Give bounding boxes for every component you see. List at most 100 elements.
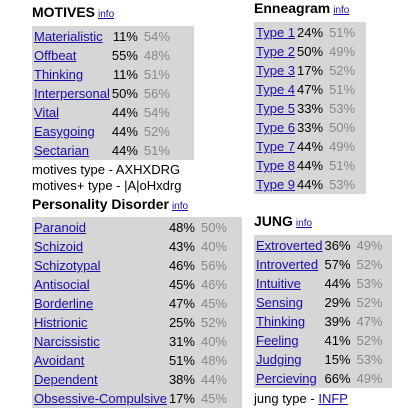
personality-average: 48% [200, 353, 227, 368]
jung-type-link[interactable]: INFP [318, 391, 348, 406]
motives-link-thinking[interactable]: Thinking [34, 67, 84, 82]
motives-average: 54% [143, 29, 170, 44]
motives-link-vital[interactable]: Vital [34, 105, 60, 120]
motives-link-offbeat[interactable]: Offbeat [34, 48, 77, 63]
jung-link-intuitive[interactable]: Intuitive [256, 276, 301, 291]
enneagram-link-type-3[interactable]: Type 3 [256, 63, 296, 78]
personality-average: 44% [200, 372, 227, 387]
jung-row: Judging 15% 53% [254, 350, 383, 369]
personality-link-paranoid[interactable]: Paranoid [34, 220, 87, 235]
motives-value: 11% [112, 67, 138, 82]
personality-info-link[interactable]: info [171, 201, 189, 212]
jung-header: JUNG info [254, 213, 392, 232]
motives-link-easygoing[interactable]: Easygoing [34, 124, 95, 139]
enneagram-value: 24% [297, 25, 324, 40]
jung-value: 41% [324, 333, 351, 348]
motives-average: 51% [143, 143, 170, 158]
motives-value: 44% [111, 143, 138, 158]
enneagram-link-type-1[interactable]: Type 1 [256, 25, 296, 40]
jung-section: JUNG info Extroverted 36% 49% Introverted 57%… [254, 213, 392, 407]
personality-link-schizotypal[interactable]: Schizotypal [34, 258, 101, 273]
jung-type-prefix: jung type - [254, 391, 319, 406]
motives-link-interpersonal[interactable]: Interpersonal [34, 86, 110, 101]
personality-value: 48% [168, 220, 195, 235]
jung-link-introverted[interactable]: Introverted [256, 257, 319, 272]
jung-link-feeling[interactable]: Feeling [256, 333, 299, 348]
personality-row: Narcissistic 31% 40% [32, 332, 227, 351]
enneagram-row: Type 2 50% 49% [254, 42, 355, 61]
enneagram-average: 49% [329, 139, 356, 154]
motives-info-link[interactable]: info [98, 9, 115, 20]
personality-row: Dependent 38% 44% [32, 370, 227, 389]
personality-row: Schizoid 43% 40% [32, 237, 227, 256]
jung-value: 29% [324, 295, 351, 310]
enneagram-link-type-4[interactable]: Type 4 [256, 82, 296, 97]
enneagram-value: 44% [297, 139, 324, 154]
motives-value: 55% [111, 48, 138, 63]
jung-link-extroverted[interactable]: Extroverted [256, 238, 323, 253]
personality-link-avoidant[interactable]: Avoidant [34, 353, 85, 368]
personality-table: Paranoid 48% 50% Schizoid 43% 40% Schizotypal 4… [32, 218, 227, 408]
jung-row: Sensing 29% 52% [254, 293, 383, 312]
enneagram-average: 51% [329, 158, 356, 173]
enneagram-row: Type 1 24% 51% [254, 23, 355, 42]
enneagram-info-link[interactable]: info [333, 5, 350, 16]
enneagram-average: 49% [329, 44, 356, 59]
enneagram-link-type-6[interactable]: Type 6 [256, 120, 296, 135]
motives-average: 51% [143, 67, 170, 82]
enneagram-row: Type 5 33% 53% [254, 99, 355, 118]
personality-row: Paranoid 48% 50% [32, 218, 227, 237]
enneagram-link-type-8[interactable]: Type 8 [256, 158, 296, 173]
personality-link-borderline[interactable]: Borderline [34, 296, 94, 311]
jung-row: Percieving 66% 49% [254, 369, 383, 388]
personality-value: 17% [168, 391, 195, 406]
motives-link-materialistic[interactable]: Materialistic [34, 29, 103, 44]
personality-value: 45% [168, 277, 195, 292]
jung-link-thinking[interactable]: Thinking [256, 314, 306, 329]
enneagram-average: 51% [329, 25, 356, 40]
personality-link-antisocial[interactable]: Antisocial [34, 277, 90, 292]
jung-link-sensing[interactable]: Sensing [256, 295, 303, 310]
motives-link-sectarian[interactable]: Sectarian [34, 143, 89, 158]
jung-value: 36% [324, 238, 351, 253]
personality-value: 38% [168, 372, 195, 387]
jung-average: 53% [356, 276, 383, 291]
jung-row: Intuitive 44% 53% [254, 274, 383, 293]
jung-value: 66% [324, 371, 351, 386]
motives-value: 11% [112, 29, 138, 44]
enneagram-average: 51% [329, 82, 356, 97]
enneagram-row: Type 7 44% 49% [254, 137, 355, 156]
motives-average: 52% [143, 124, 170, 139]
personality-link-obsessive-compulsive[interactable]: Obsessive-Compulsive [34, 391, 167, 406]
enneagram-header: Enneagram info [254, 0, 366, 19]
motives-table: Materialistic 11% 54% Offbeat 55% 48% Thinking… [32, 27, 170, 160]
personality-link-schizoid[interactable]: Schizoid [34, 239, 84, 254]
personality-link-histrionic[interactable]: Histrionic [34, 315, 88, 330]
jung-row: Introverted 57% 52% [254, 255, 383, 274]
enneagram-link-type-5[interactable]: Type 5 [256, 101, 296, 116]
motives-row: Interpersonal 50% 56% [32, 84, 170, 103]
enneagram-row: Type 6 33% 50% [254, 118, 355, 137]
motives-title: MOTIVES [32, 4, 96, 20]
jung-link-judging[interactable]: Judging [256, 352, 302, 367]
motives-average: 54% [143, 105, 170, 120]
jung-average: 49% [356, 371, 383, 386]
enneagram-row: Type 9 44% 53% [254, 175, 355, 194]
enneagram-link-type-7[interactable]: Type 7 [256, 139, 296, 154]
motives-table-box: Materialistic 11% 54% Offbeat 55% 48% Thinking… [32, 26, 194, 160]
enneagram-link-type-2[interactable]: Type 2 [256, 44, 296, 59]
motives-row: Vital 44% 54% [32, 103, 170, 122]
motives-row: Offbeat 55% 48% [32, 46, 170, 65]
personality-value: 25% [168, 315, 195, 330]
enneagram-row: Type 3 17% 52% [254, 61, 355, 80]
jung-average: 52% [356, 295, 383, 310]
enneagram-row: Type 8 44% 51% [254, 156, 355, 175]
personality-link-dependent[interactable]: Dependent [34, 372, 98, 387]
jung-value: 57% [324, 257, 351, 272]
jung-info-link[interactable]: info [295, 218, 313, 229]
jung-link-percieving[interactable]: Percieving [256, 371, 317, 386]
personality-row: Antisocial 45% 46% [32, 275, 227, 294]
personality-link-narcissistic[interactable]: Narcissistic [34, 334, 100, 349]
enneagram-link-type-9[interactable]: Type 9 [256, 177, 296, 192]
motives-header: MOTIVES info [32, 4, 194, 23]
